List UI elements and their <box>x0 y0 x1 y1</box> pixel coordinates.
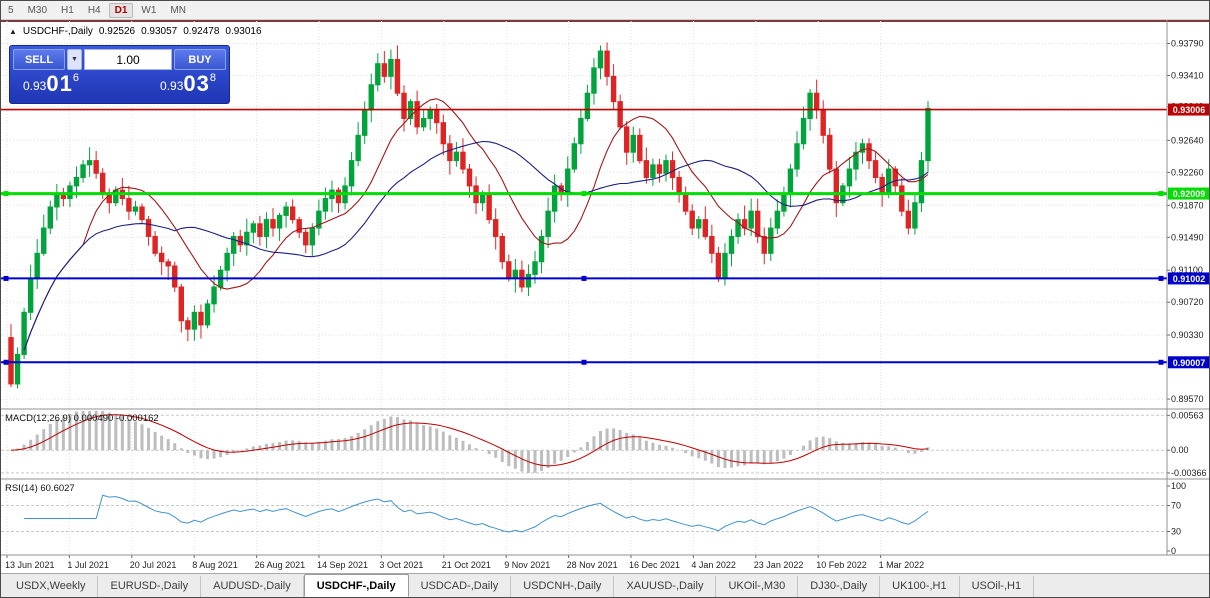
low-value: 0.92478 <box>183 26 220 37</box>
trade-controls-row: SELL ▼ BUY <box>13 49 226 70</box>
svg-text:10 Feb 2022: 10 Feb 2022 <box>816 560 867 570</box>
macd-grid: 0.00563 0.00 -0.00366 <box>1 410 1207 478</box>
svg-text:0.92260: 0.92260 <box>1171 167 1204 177</box>
timeframe-button-m30[interactable]: M30 <box>27 4 48 16</box>
svg-text:0.00: 0.00 <box>1171 445 1189 455</box>
timeframe-button-5[interactable]: 5 <box>8 4 14 16</box>
svg-text:0.90330: 0.90330 <box>1171 330 1204 340</box>
chart-tab-usdcnh-daily[interactable]: USDCNH-,Daily <box>511 576 615 597</box>
svg-text:23 Jan 2022: 23 Jan 2022 <box>754 560 804 570</box>
timeframe-button-h4[interactable]: H4 <box>87 4 101 16</box>
chart-tab-usoil-h1[interactable]: USOil-,H1 <box>960 576 1035 597</box>
svg-text:3 Oct 2021: 3 Oct 2021 <box>379 560 423 570</box>
rsi-grid: 100 70 30 0 <box>1 481 1186 556</box>
svg-text:30: 30 <box>1171 527 1181 537</box>
high-value: 0.93057 <box>141 26 178 37</box>
svg-text:0.91490: 0.91490 <box>1171 232 1204 242</box>
one-click-trade-panel: SELL ▼ BUY 0.93 01 6 0.93 03 8 <box>9 45 230 104</box>
svg-text:0.89570: 0.89570 <box>1171 394 1204 404</box>
svg-text:13 Jun 2021: 13 Jun 2021 <box>5 560 55 570</box>
sell-button[interactable]: SELL <box>13 49 65 70</box>
svg-text:16 Dec 2021: 16 Dec 2021 <box>629 560 680 570</box>
svg-text:0: 0 <box>1171 546 1176 556</box>
close-value: 0.93016 <box>225 26 262 37</box>
timeframe-button-h1[interactable]: H1 <box>61 4 74 16</box>
svg-text:0.92640: 0.92640 <box>1171 135 1204 145</box>
svg-text:100: 100 <box>1171 481 1186 491</box>
chart-tab-audusd-daily[interactable]: AUDUSD-,Daily <box>201 576 304 597</box>
svg-text:28 Nov 2021: 28 Nov 2021 <box>567 560 618 570</box>
svg-text:0.91870: 0.91870 <box>1171 200 1204 210</box>
chart-tab-dj30-daily[interactable]: DJ30-,Daily <box>798 576 881 597</box>
macd-title: MACD(12,26,9) 0.000490 -0.000162 <box>5 413 159 424</box>
svg-text:1 Mar 2022: 1 Mar 2022 <box>879 560 925 570</box>
candles <box>8 42 931 389</box>
svg-text:-0.00366: -0.00366 <box>1171 468 1207 478</box>
chart-tab-usdcad-daily[interactable]: USDCAD-,Daily <box>409 576 512 597</box>
chart-tab-ukoil-m30[interactable]: UKOil-,M30 <box>716 576 799 597</box>
buy-price[interactable]: 0.93 03 8 <box>160 73 216 95</box>
chart-ohlc-header: ▲ USDCHF-,Daily 0.92526 0.93057 0.92478 … <box>9 26 262 37</box>
svg-text:0.93006: 0.93006 <box>1173 105 1206 115</box>
svg-text:0.90007: 0.90007 <box>1173 358 1206 368</box>
open-value: 0.92526 <box>98 26 136 37</box>
svg-text:1 Jul 2021: 1 Jul 2021 <box>67 560 109 570</box>
hline-0.90007[interactable]: 0.90007 <box>1 356 1210 369</box>
buy-price-point: 8 <box>209 72 216 84</box>
chart-tab-xauusd-daily[interactable]: XAUUSD-,Daily <box>614 576 717 597</box>
date-axis-labels: 13 Jun 2021 1 Jul 2021 20 Jul 2021 8 Aug 20… <box>5 560 924 570</box>
chart-tab-eurusd-daily[interactable]: EURUSD-,Daily <box>98 576 202 597</box>
volume-input[interactable] <box>84 49 172 70</box>
timeframe-toolbar: 5 M30 H1 H4 D1 W1 MN <box>1 1 1209 20</box>
svg-text:9 Nov 2021: 9 Nov 2021 <box>504 560 550 570</box>
buy-button[interactable]: BUY <box>174 49 226 70</box>
chart-tab-bar: USDX,Weekly EURUSD-,Daily AUDUSD-,Daily USD… <box>1 573 1209 597</box>
svg-text:0.90720: 0.90720 <box>1171 297 1204 307</box>
hline-0.92009[interactable]: 0.92009 <box>1 187 1210 200</box>
chart-tab-uk100-h1[interactable]: UK100-,H1 <box>880 576 960 597</box>
sell-price-base: 0.93 <box>23 79 47 93</box>
rsi-line <box>24 494 929 533</box>
trade-prices-row: 0.93 01 6 0.93 03 8 <box>13 70 226 95</box>
trade-panel-collapse-icon[interactable]: ▲ <box>9 27 17 36</box>
svg-text:26 Aug 2021: 26 Aug 2021 <box>255 560 306 570</box>
macd-histogram <box>16 411 930 473</box>
buy-price-pips: 03 <box>183 71 210 96</box>
svg-text:14 Sep 2021: 14 Sep 2021 <box>317 560 368 570</box>
sell-price[interactable]: 0.93 01 6 <box>23 73 79 95</box>
rsi-title: RSI(14) 60.6027 <box>5 483 75 494</box>
svg-text:21 Oct 2021: 21 Oct 2021 <box>442 560 491 570</box>
buy-price-base: 0.93 <box>160 79 184 93</box>
macd-signal-line <box>10 414 929 467</box>
svg-text:20 Jul 2021: 20 Jul 2021 <box>130 560 177 570</box>
chart-top-border <box>1 20 1209 22</box>
chart-background <box>1 20 1209 597</box>
timeframe-button-d1[interactable]: D1 <box>108 2 134 18</box>
chart-symbol-label: USDCHF-,Daily <box>22 26 93 37</box>
svg-text:0.93410: 0.93410 <box>1171 71 1204 81</box>
chart-tab-usdchf-daily[interactable]: USDCHF-,Daily <box>303 574 409 597</box>
svg-text:0.00563: 0.00563 <box>1171 410 1204 420</box>
timeframe-button-w1[interactable]: W1 <box>141 4 157 16</box>
sell-price-pips: 01 <box>46 71 73 96</box>
volume-dropdown-button[interactable]: ▼ <box>67 49 82 70</box>
svg-text:0.91100: 0.91100 <box>1171 265 1203 275</box>
svg-text:0.91002: 0.91002 <box>1173 274 1206 284</box>
svg-text:8 Aug 2021: 8 Aug 2021 <box>192 560 238 570</box>
hline-0.91002[interactable]: 0.91002 <box>1 272 1210 285</box>
price-chart-canvas[interactable]: 0.937900.934100.930400.926400.922600.918… <box>1 20 1210 598</box>
svg-text:70: 70 <box>1171 501 1181 511</box>
svg-text:4 Jan 2022: 4 Jan 2022 <box>691 560 736 570</box>
chart-tab-usdx-weekly[interactable]: USDX,Weekly <box>4 576 99 597</box>
svg-text:0.92009: 0.92009 <box>1173 189 1206 199</box>
hline-0.93006[interactable]: 0.93006 <box>1 103 1210 116</box>
svg-text:0.93790: 0.93790 <box>1171 38 1204 48</box>
ma-slow-line <box>23 140 929 351</box>
sell-price-point: 6 <box>72 72 79 84</box>
timeframe-button-mn[interactable]: MN <box>170 4 186 16</box>
grid <box>1 21 1170 558</box>
